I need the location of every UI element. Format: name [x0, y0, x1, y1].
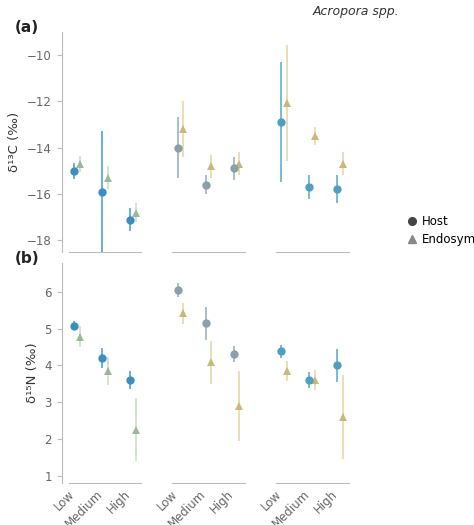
Y-axis label: δ¹⁵N (‰): δ¹⁵N (‰)	[26, 342, 39, 403]
Text: Acropora spp.: Acropora spp.	[312, 5, 399, 18]
Text: (b): (b)	[15, 251, 39, 267]
Text: (a): (a)	[15, 20, 39, 36]
Legend: Host, Endosymbiont: Host, Endosymbiont	[401, 211, 474, 250]
Y-axis label: δ¹³C (‰): δ¹³C (‰)	[9, 112, 21, 172]
